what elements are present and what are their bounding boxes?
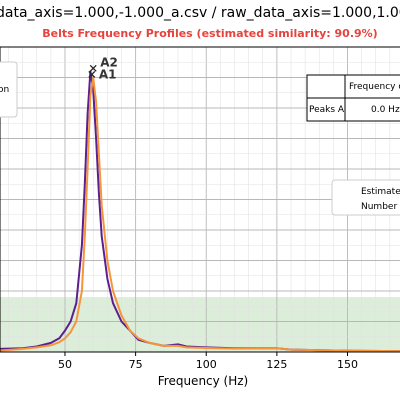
info-table: Frequency o Peaks A 0.0 Hz [306,74,400,122]
estimate-line2: Number [361,202,397,212]
peak-marker-a2: A2 [89,55,118,72]
estimate-line1: Estimate [361,187,400,197]
green-band [0,297,400,352]
x-tick-label: 100 [196,358,217,371]
estimate-box: Estimate Number [331,179,400,216]
x-tick-label: 50 [58,358,72,371]
peak-marker-a1: A1 [88,67,117,81]
x-tick-label: 125 [266,358,287,371]
x-axis: 50 75 100 125 150 [58,352,358,371]
series-line-2 [0,76,400,353]
info-table-row-value: 0.0 Hz [371,105,400,115]
peak-label: A1 [99,67,117,81]
plot-frame [0,46,400,353]
x-tick-label: 150 [337,358,358,371]
peak-x-icon [89,64,97,72]
x-tick-label: 75 [129,358,143,371]
peak-label: A2 [100,55,118,69]
info-table-header: Frequency o [349,82,400,92]
chart-title: Belts Frequency Profiles (estimated simi… [42,27,377,40]
legend-box: on [0,61,18,118]
file-title: data_axis=1.000,-1.000_a.csv / raw_data_… [0,5,400,21]
info-table-row-label: Peaks A [309,105,345,115]
peak-x-icon [88,70,96,78]
x-axis-label: Frequency (Hz) [158,374,249,388]
legend-text: on [0,85,9,95]
series-lines [0,70,400,353]
